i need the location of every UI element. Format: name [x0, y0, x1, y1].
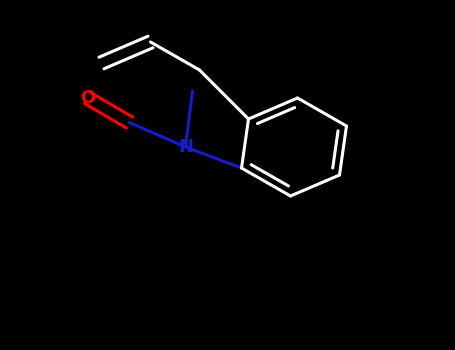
Text: O: O: [80, 89, 95, 107]
Text: N: N: [178, 138, 193, 156]
